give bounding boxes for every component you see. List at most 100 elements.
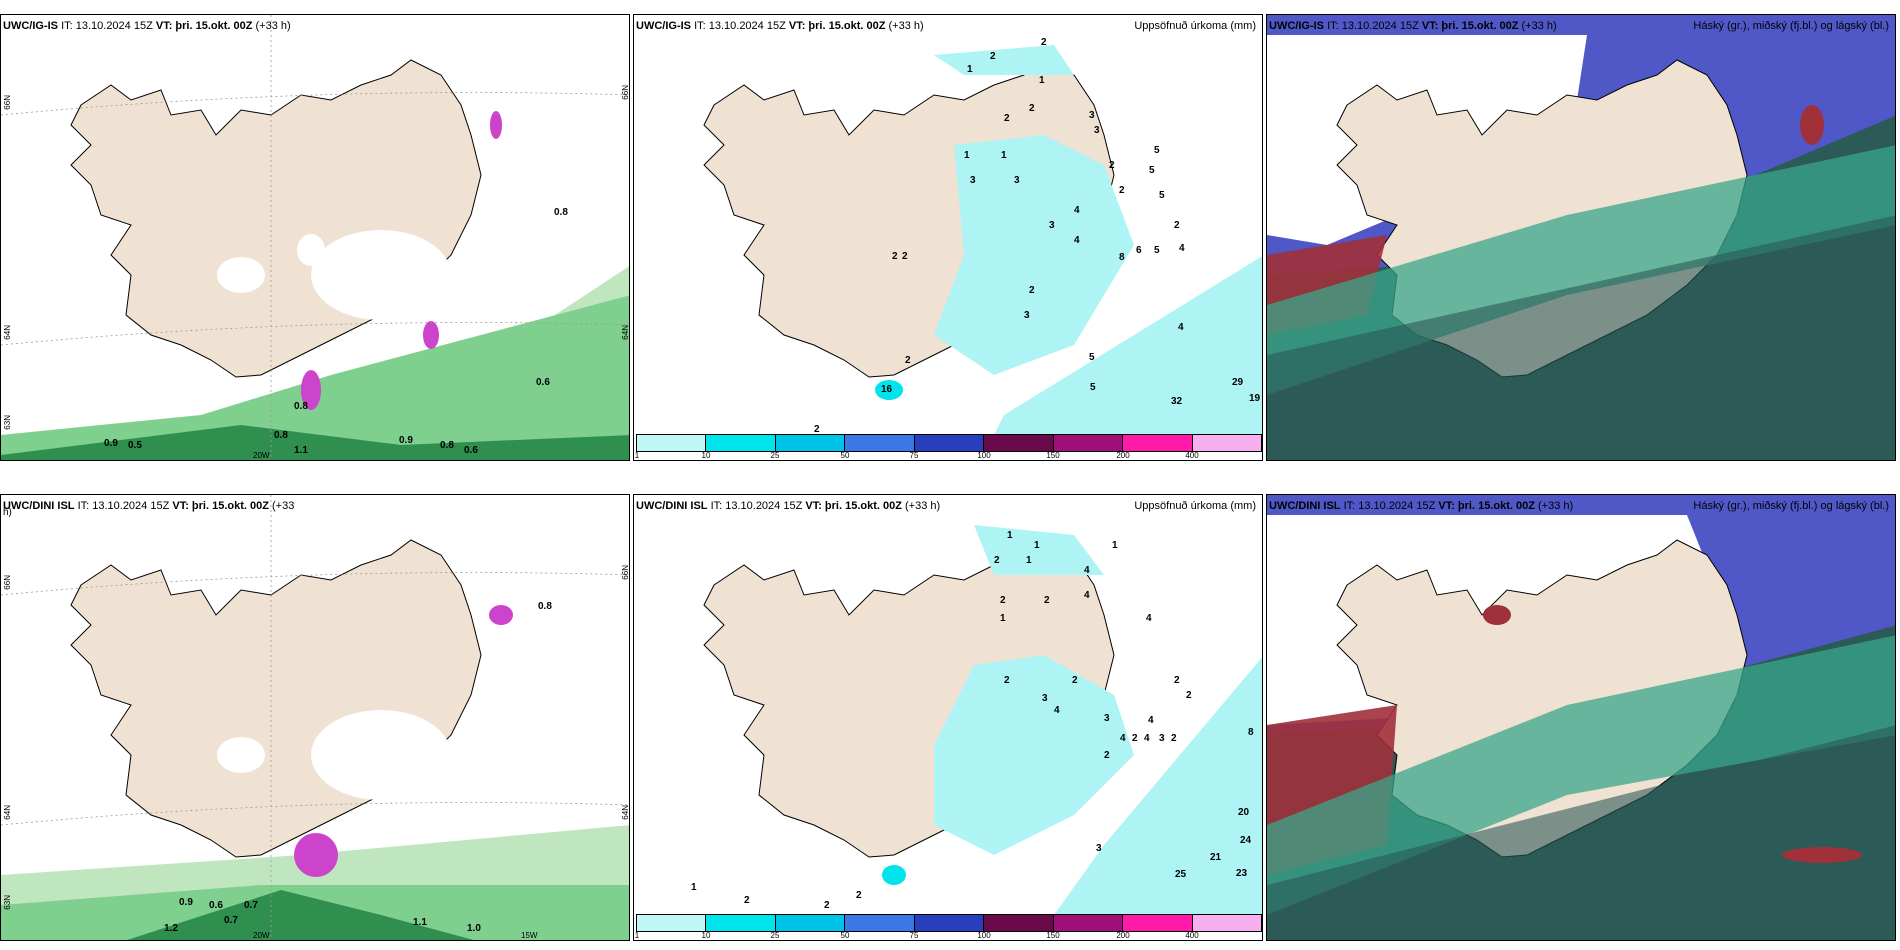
value-label: 0.6 [464,445,478,456]
colorbar-swatch [913,914,984,932]
value-label: 3 [1159,733,1165,744]
value-label: 2 [1174,675,1180,686]
value-label: 19 [1249,393,1261,404]
panel-header: UWC/IG-IS IT: 13.10.2024 15Z VT: þri. 15… [3,20,291,32]
value-label: 2 [856,890,862,901]
panel-header: UWC/DINI ISL IT: 13.10.2024 15Z VT: þri.… [636,500,1256,512]
value-label: 5 [1090,382,1096,393]
map-panel-wind-dini: UWC/DINI ISL IT: 13.10.2024 15Z VT: þri.… [0,494,630,941]
value-label: 0.9 [104,438,118,449]
lat-label: 63N [3,415,12,430]
value-label: 1 [1000,613,1006,624]
lon-label: 20W [253,451,270,460]
lat-label: 64N [3,805,12,820]
value-label: 3 [1014,175,1020,186]
value-label: 0.9 [179,897,193,908]
value-label: 2 [892,251,898,262]
header-wrap: h) [3,507,12,518]
value-label: 3 [1024,310,1030,321]
value-label: 2 [990,51,996,62]
colorbar-tick: 1 [634,451,640,460]
value-label: 2 [1000,595,1006,606]
value-label: 4 [1074,205,1080,216]
colorbar-tick: 50 [840,451,850,460]
lat-label: 66N [3,575,12,590]
value-label: 5 [1159,190,1165,201]
colorbar-tick: 1 [634,931,640,940]
value-label: 2 [902,251,908,262]
value-label: 3 [1096,843,1102,854]
value-label: 32 [1171,396,1183,407]
value-label: 4 [1144,733,1150,744]
value-label: 0.8 [538,601,552,612]
cloud-map [1267,15,1895,460]
lat-label: 64N [621,325,630,340]
value-label: 1 [1112,540,1118,551]
value-label: 0.6 [536,377,550,388]
lat-label: 66N [621,565,630,580]
value-label: 8 [1248,727,1254,738]
value-label: 2 [1174,220,1180,231]
colorbar-swatch [636,434,706,452]
value-label: 4 [1074,235,1080,246]
value-label: 3 [1104,713,1110,724]
value-label: 3 [970,175,976,186]
value-label: 5 [1154,245,1160,256]
value-label: 1.1 [413,917,427,928]
value-label: 2 [1041,37,1047,48]
colorbar-swatch [1122,914,1192,932]
wind-map [1,495,629,940]
value-label: 25 [1175,869,1187,880]
map-panel-precip-igis: UWC/IG-IS IT: 13.10.2024 15Z VT: þri. 15… [633,14,1263,461]
value-label: 1.2 [164,923,178,934]
value-label: 2 [1029,103,1035,114]
colorbar-swatch [983,914,1053,932]
value-label: 4 [1178,322,1184,333]
colorbar-swatch [983,434,1053,452]
value-label: 1 [691,882,697,893]
precip-map [634,495,1262,940]
colorbar-tick: 10 [701,451,711,460]
wind-map [1,15,629,460]
value-label: 2 [1119,185,1125,196]
colorbar-swatch [705,434,775,452]
value-label: 4 [1084,590,1090,601]
value-label: 21 [1210,852,1222,863]
value-label: 16 [881,384,893,395]
value-label: 2 [1004,113,1010,124]
colorbar-swatch [913,434,984,452]
value-label: 0.7 [224,915,238,926]
colorbar-tick: 100 [977,451,991,460]
colorbar-tick: 200 [1116,931,1130,940]
value-label: 2 [1044,595,1050,606]
value-label: 4 [1148,715,1154,726]
value-label: 4 [1084,565,1090,576]
colorbar-swatch [844,914,914,932]
value-label: 3 [1094,125,1100,136]
value-label: 2 [814,424,820,435]
value-label: 0.5 [128,440,142,451]
value-label: 29 [1232,377,1244,388]
value-label: 2 [994,555,1000,566]
colorbar-swatch [1052,434,1123,452]
lon-label: 15W [521,931,538,940]
map-panel-cloud-dini: UWC/DINI ISL IT: 13.10.2024 15Z VT: þri.… [1266,494,1896,941]
colorbar-tick: 150 [1046,451,1060,460]
value-label: 1 [1001,150,1007,161]
colorbar-ticks: 1 10 25 50 75 100 150 200 400 [634,451,1262,460]
value-label: 0.9 [399,435,413,446]
lat-label: 64N [3,325,12,340]
colorbar-tick: 75 [909,931,919,940]
value-label: 1.1 [294,445,308,456]
colorbar-tick: 50 [840,931,850,940]
map-panel-cloud-igis: UWC/IG-IS IT: 13.10.2024 15Z VT: þri. 15… [1266,14,1896,461]
value-label: 8 [1119,252,1125,263]
value-label: 1 [1034,540,1040,551]
value-label: 5 [1149,165,1155,176]
value-label: 4 [1146,613,1152,624]
colorbar-swatch [1191,914,1262,932]
value-label: 2 [905,355,911,366]
value-label: 2 [1186,690,1192,701]
value-label: 0.8 [440,440,454,451]
colorbar-swatch [774,434,845,452]
